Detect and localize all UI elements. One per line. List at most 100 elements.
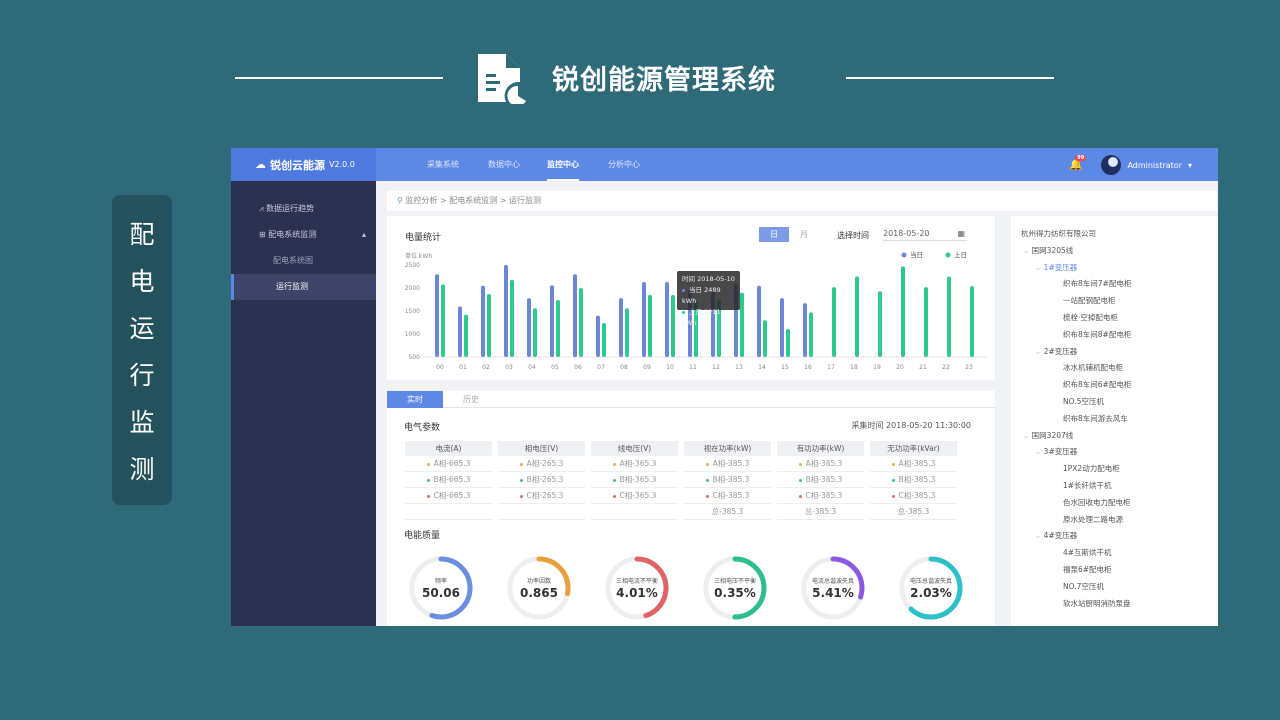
bar-today[interactable] bbox=[757, 285, 761, 357]
bar-yesterday[interactable] bbox=[648, 294, 652, 357]
side-label-char: 电 bbox=[129, 266, 155, 296]
tree-node[interactable]: 1#长纤烘干机 bbox=[1011, 478, 1218, 495]
date-picker[interactable]: 2018-05-20 ▦ bbox=[883, 226, 967, 241]
chevron-down-icon[interactable]: ⌄ bbox=[1035, 531, 1044, 541]
bar-yesterday[interactable] bbox=[464, 314, 468, 357]
x-tick-label: 12 bbox=[712, 364, 720, 371]
bar-today[interactable] bbox=[665, 282, 669, 357]
bar-yesterday[interactable] bbox=[878, 291, 882, 357]
sidebar-item[interactable]: 配电系统图 bbox=[231, 248, 376, 274]
bar-today[interactable] bbox=[803, 303, 807, 357]
bar-today[interactable] bbox=[550, 285, 554, 357]
nav-tab[interactable]: 监控中心 bbox=[547, 148, 579, 181]
bar-yesterday[interactable] bbox=[855, 276, 859, 358]
bar-yesterday[interactable] bbox=[533, 308, 537, 357]
bar-yesterday[interactable] bbox=[441, 284, 445, 357]
tree-node-label: 杭州得力纺织有限公司 bbox=[1021, 229, 1096, 238]
nav-tab[interactable]: 采集系统 bbox=[427, 160, 459, 169]
tab-month[interactable]: 月 bbox=[800, 230, 808, 239]
bar-today[interactable] bbox=[435, 274, 439, 357]
bar-yesterday[interactable] bbox=[924, 287, 928, 357]
tree-node-label: 福泵6#配电柜 bbox=[1063, 564, 1112, 574]
bar-today[interactable] bbox=[573, 274, 577, 357]
tree-node[interactable]: 织布8车间游去风车 bbox=[1011, 411, 1218, 428]
sidebar-item-label: 配电系统监测 bbox=[268, 230, 317, 239]
tree-node[interactable]: 杭州得力纺织有限公司 bbox=[1011, 226, 1218, 243]
tree-node[interactable]: ⌄ 1#变压器 bbox=[1011, 260, 1218, 277]
logo[interactable]: ☁ 锐创云能源 V2.0.0 bbox=[231, 148, 376, 181]
bar-yesterday[interactable] bbox=[602, 322, 606, 357]
tree-node[interactable]: ⌄ 2#变压器 bbox=[1011, 344, 1218, 361]
chevron-down-icon[interactable]: ⌄ bbox=[1023, 245, 1032, 255]
bar-today[interactable] bbox=[527, 298, 531, 357]
bar-yesterday[interactable] bbox=[625, 308, 629, 357]
phase-dot bbox=[519, 478, 523, 482]
tab-history[interactable]: 历史 bbox=[463, 395, 479, 404]
phase-dot bbox=[612, 478, 616, 482]
bar-yesterday[interactable] bbox=[970, 286, 974, 357]
bar-yesterday[interactable] bbox=[694, 301, 698, 357]
bar-today[interactable] bbox=[596, 315, 600, 357]
bar-today[interactable] bbox=[642, 282, 646, 357]
chevron-down-icon[interactable]: ⌄ bbox=[1035, 346, 1044, 356]
bar-today[interactable] bbox=[619, 298, 623, 357]
cell-value: B相-385.3 bbox=[805, 475, 843, 484]
bar-yesterday[interactable] bbox=[579, 288, 583, 357]
cloud-icon: ☁ bbox=[255, 158, 266, 171]
bar-yesterday[interactable] bbox=[809, 312, 813, 357]
bell-icon[interactable]: 🔔 99 bbox=[1069, 155, 1087, 171]
tab-realtime[interactable]: 实时 bbox=[387, 391, 443, 408]
bar-yesterday[interactable] bbox=[717, 299, 721, 358]
user-menu[interactable]: Administrator ▾ bbox=[1101, 155, 1192, 175]
chevron-down-icon[interactable]: ⌄ bbox=[1035, 447, 1044, 457]
legend-label[interactable]: 上日 bbox=[954, 250, 967, 259]
tree-node[interactable]: 一站配钢配电柜 bbox=[1011, 293, 1218, 310]
bar-today[interactable] bbox=[458, 306, 462, 357]
chevron-down-icon[interactable]: ⌄ bbox=[1035, 262, 1044, 272]
tree-node[interactable]: 1PX2动力配电柜 bbox=[1011, 461, 1218, 478]
nav-tab[interactable]: 分析中心 bbox=[608, 160, 640, 169]
bar-yesterday[interactable] bbox=[740, 292, 744, 357]
chevron-down-icon[interactable]: ⌄ bbox=[1023, 430, 1032, 440]
sidebar-item[interactable]: ⊞ 配电系统监测 ▴ bbox=[231, 222, 376, 248]
tree-node[interactable]: ⌄ 国网3207线 bbox=[1011, 428, 1218, 445]
legend-label[interactable]: 当日 bbox=[910, 250, 923, 259]
sidebar-item[interactable]: 运行监测 bbox=[231, 274, 376, 300]
tree-node[interactable]: ⌄ 国网3205线 bbox=[1011, 243, 1218, 260]
tree-node[interactable]: ⌄ 3#变压器 bbox=[1011, 444, 1218, 461]
bar-yesterday[interactable] bbox=[901, 266, 905, 357]
tree-node[interactable]: 福泵6#配电柜 bbox=[1011, 562, 1218, 579]
tree-node[interactable]: NO.5空压机 bbox=[1011, 394, 1218, 411]
nav-tab[interactable]: 数据中心 bbox=[488, 160, 520, 169]
bar-yesterday[interactable] bbox=[510, 279, 514, 357]
bar-yesterday[interactable] bbox=[763, 320, 767, 357]
bar-yesterday[interactable] bbox=[487, 293, 491, 357]
y-tick-label: 1000 bbox=[405, 331, 420, 338]
tree-node[interactable]: ⌄ 4#变压器 bbox=[1011, 528, 1218, 545]
x-tick-label: 07 bbox=[597, 364, 605, 371]
tab-day[interactable]: 日 bbox=[759, 227, 789, 242]
bar-yesterday[interactable] bbox=[671, 294, 675, 357]
tree-node[interactable]: 软水站厨明消防泵盘 bbox=[1011, 596, 1218, 613]
bar-yesterday[interactable] bbox=[786, 328, 790, 357]
sidebar-item[interactable]: ⩘ 数据运行趋势 bbox=[231, 196, 376, 222]
tree-node[interactable]: 织布8车间6#配电柜 bbox=[1011, 377, 1218, 394]
bar-yesterday[interactable] bbox=[556, 299, 560, 357]
tree-node[interactable]: 色水回收电力配电柜 bbox=[1011, 495, 1218, 512]
tree-node[interactable]: 织布8车间8#配电柜 bbox=[1011, 327, 1218, 344]
tree-node[interactable]: 原水处理二路电源 bbox=[1011, 512, 1218, 529]
column-header: 无功功率(kVar) bbox=[870, 441, 957, 456]
tree-node[interactable]: 织布8车间7#配电柜 bbox=[1011, 276, 1218, 293]
bar-yesterday[interactable] bbox=[947, 276, 951, 358]
table-cell: B相-385.3 bbox=[777, 472, 864, 488]
table-cell: A相-385.3 bbox=[870, 456, 957, 472]
bar-today[interactable] bbox=[504, 265, 508, 357]
bar-today[interactable] bbox=[780, 298, 784, 357]
bar-yesterday[interactable] bbox=[832, 287, 836, 357]
tree-node[interactable]: NO.7空压机 bbox=[1011, 579, 1218, 596]
tree-node[interactable]: 冰水机辅机配电柜 bbox=[1011, 360, 1218, 377]
bar-today[interactable] bbox=[481, 285, 485, 357]
tree-node[interactable]: 梳栓·空掉配电柜 bbox=[1011, 310, 1218, 327]
tree-node[interactable]: 4#互斯烘干机 bbox=[1011, 545, 1218, 562]
tree-node-label: 织布8车间8#配电柜 bbox=[1063, 329, 1132, 339]
